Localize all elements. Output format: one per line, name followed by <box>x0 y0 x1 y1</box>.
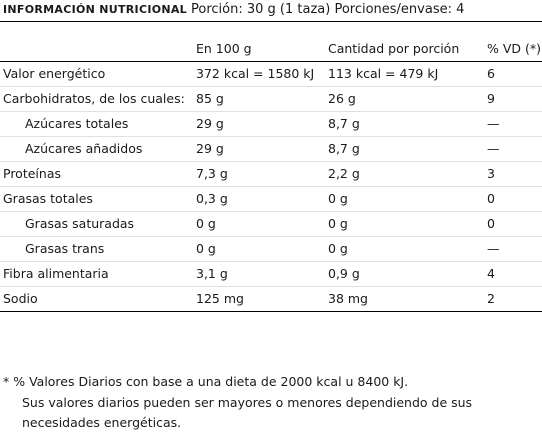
nutrition-header: INFORMACIÓN NUTRICIONAL Porción: 30 g (1 … <box>3 0 464 20</box>
value-per-100g: 7,3 g <box>196 166 228 181</box>
value-per-portion: 0,9 g <box>328 266 360 281</box>
table-row: Proteínas 7,3 g 2,2 g 3 <box>0 162 542 187</box>
value-per-portion: 26 g <box>328 91 356 106</box>
value-per-portion: 0 g <box>328 216 348 231</box>
value-per-100g: 0 g <box>196 216 216 231</box>
value-per-100g: 0 g <box>196 241 216 256</box>
row-separator <box>0 161 542 162</box>
value-per-portion: 2,2 g <box>328 166 360 181</box>
daily-value-percent: — <box>487 116 500 131</box>
value-per-portion: 8,7 g <box>328 116 360 131</box>
row-separator <box>0 186 542 187</box>
nutrient-label: Proteínas <box>3 166 61 181</box>
value-per-portion: 0 g <box>328 191 348 206</box>
row-separator <box>0 286 542 287</box>
row-separator <box>0 111 542 112</box>
row-separator <box>0 236 542 237</box>
table-row: Grasas trans 0 g 0 g — <box>0 237 542 262</box>
value-per-portion: 0 g <box>328 241 348 256</box>
nutrient-label: Carbohidratos, de los cuales: <box>3 91 185 106</box>
column-header-per-portion: Cantidad por porción <box>328 41 460 56</box>
footnote-line-2: Sus valores diarios pueden ser mayores o… <box>22 395 473 430</box>
nutrient-label: Fibra alimentaria <box>3 266 109 281</box>
row-separator <box>0 86 542 87</box>
daily-value-percent: 3 <box>487 166 495 181</box>
table-row: Grasas saturadas 0 g 0 g 0 <box>0 212 542 237</box>
portion-info: Porción: 30 g (1 taza) Porciones/envase:… <box>191 2 465 17</box>
value-per-100g: 85 g <box>196 91 224 106</box>
nutrient-label: Sodio <box>3 291 38 306</box>
value-per-100g: 125 mg <box>196 291 244 306</box>
column-header-daily-value: % VD (*) <box>487 41 542 56</box>
value-per-100g: 29 g <box>196 141 224 156</box>
column-header-per-100g: En 100 g <box>196 41 252 56</box>
nutrient-label: Grasas totales <box>3 191 93 206</box>
daily-value-percent: 0 <box>487 216 495 231</box>
table-row: Valor energético 372 kcal = 1580 kJ 113 kc… <box>0 62 542 87</box>
value-per-portion: 113 kcal = 479 kJ <box>328 66 439 81</box>
table-row: Azúcares añadidos 29 g 8,7 g — <box>0 137 542 162</box>
value-per-portion: 8,7 g <box>328 141 360 156</box>
table-bottom-rule <box>0 311 542 312</box>
value-per-100g: 29 g <box>196 116 224 131</box>
table-row: Fibra alimentaria 3,1 g 0,9 g 4 <box>0 262 542 287</box>
daily-value-percent: — <box>487 141 500 156</box>
value-per-portion: 38 mg <box>328 291 368 306</box>
nutrient-label: Azúcares añadidos <box>25 141 143 156</box>
daily-value-percent: — <box>487 241 500 256</box>
value-per-100g: 3,1 g <box>196 266 228 281</box>
daily-value-percent: 0 <box>487 191 495 206</box>
value-per-100g: 372 kcal = 1580 kJ <box>196 66 315 81</box>
columns-rule <box>0 61 542 62</box>
footnote-line-1: * % Valores Diarios con base a una dieta… <box>3 374 409 389</box>
header-rule <box>0 21 542 22</box>
daily-value-percent: 2 <box>487 291 495 306</box>
daily-value-percent: 6 <box>487 66 495 81</box>
row-separator <box>0 211 542 212</box>
table-row: Sodio 125 mg 38 mg 2 <box>0 287 542 312</box>
nutrient-label: Grasas saturadas <box>25 216 135 231</box>
daily-value-percent: 4 <box>487 266 495 281</box>
row-separator <box>0 261 542 262</box>
nutrition-title: INFORMACIÓN NUTRICIONAL <box>3 3 187 16</box>
daily-value-percent: 9 <box>487 91 495 106</box>
table-row: Grasas totales 0,3 g 0 g 0 <box>0 187 542 212</box>
table-row: Azúcares totales 29 g 8,7 g — <box>0 112 542 137</box>
value-per-100g: 0,3 g <box>196 191 228 206</box>
nutrient-label: Valor energético <box>3 66 106 81</box>
row-separator <box>0 136 542 137</box>
nutrient-label: Azúcares totales <box>25 116 129 131</box>
table-row: Carbohidratos, de los cuales: 85 g 26 g 9 <box>0 87 542 112</box>
nutrient-label: Grasas trans <box>25 241 105 256</box>
